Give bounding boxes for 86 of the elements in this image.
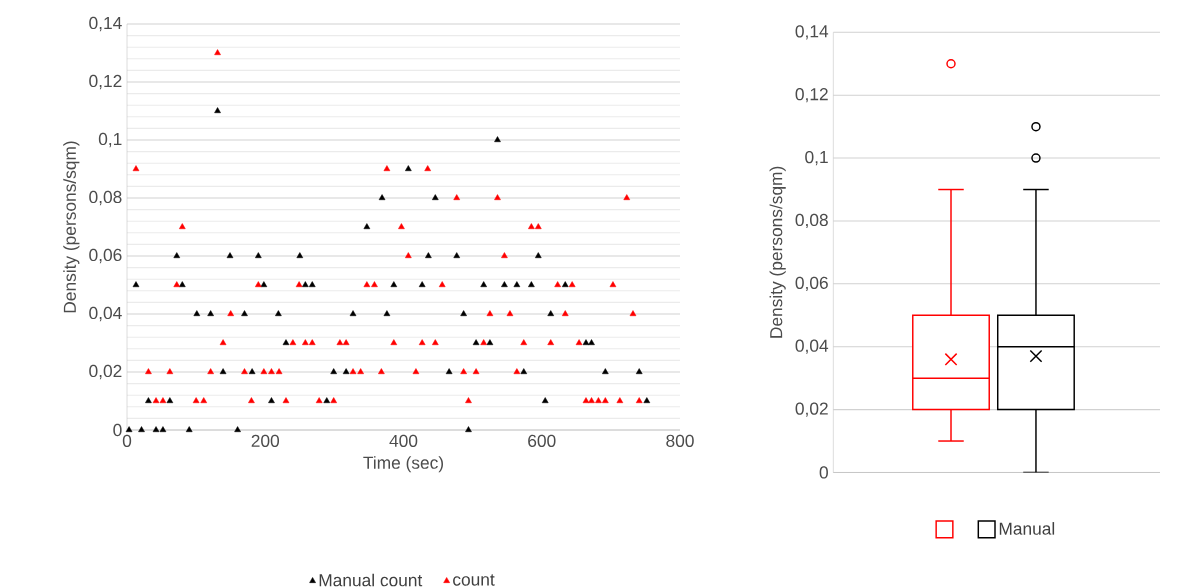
y-tick-label: 0,04 (795, 339, 829, 354)
y-tick-label: 0,14 (89, 16, 122, 32)
point (425, 252, 432, 259)
point (241, 310, 248, 316)
point (602, 368, 609, 375)
point (383, 310, 391, 316)
y-tick-label: 0,12 (795, 88, 828, 103)
x-tick-label: 600 (528, 434, 556, 447)
y-tick-label: 0,12 (89, 74, 122, 90)
point (219, 368, 227, 375)
point (260, 281, 268, 287)
point (460, 310, 467, 316)
point (302, 281, 309, 287)
point (226, 252, 234, 259)
point (363, 223, 371, 230)
point (561, 281, 569, 287)
point (643, 397, 651, 403)
y-tick-label: 0,02 (89, 364, 122, 380)
point (342, 368, 350, 375)
point (275, 310, 282, 316)
point (173, 252, 181, 259)
x-tick-label: 0 (122, 434, 132, 447)
legend-label: Manual (999, 522, 1055, 535)
x-tick-label: 400 (389, 434, 418, 447)
y-tick-label: 0,02 (795, 402, 828, 417)
legend-label: Manual count (319, 573, 423, 587)
point (330, 368, 337, 375)
y-tick-label: 0,14 (795, 25, 829, 40)
point (132, 281, 140, 287)
point (308, 281, 316, 287)
point (432, 194, 439, 200)
point (248, 368, 256, 375)
point (145, 397, 152, 403)
point (635, 368, 643, 375)
point (255, 252, 262, 259)
y-tick-label: 0,06 (89, 248, 122, 264)
point (349, 310, 357, 316)
point (472, 339, 480, 346)
legend-label: count (453, 574, 495, 586)
y-tick-label: 0,04 (89, 306, 122, 322)
point (296, 252, 304, 259)
y-tick-label: 0,08 (89, 190, 122, 206)
point (588, 339, 595, 346)
point (234, 426, 241, 432)
point (513, 281, 521, 287)
y-tick-label: 0 (113, 423, 122, 437)
point (185, 426, 193, 432)
y-axis-title: Density (persons/sqm) (769, 166, 786, 338)
point (323, 397, 331, 403)
point (159, 426, 167, 432)
point (445, 368, 453, 375)
x-axis-title: Time (sec) (363, 456, 444, 473)
point (405, 165, 412, 171)
point (152, 426, 160, 432)
y-tick-label: 0,06 (795, 276, 828, 291)
point (528, 281, 535, 287)
point (138, 426, 145, 432)
point (501, 281, 508, 287)
y-tick-label: 0,1 (805, 150, 828, 166)
point (268, 397, 275, 403)
point (453, 252, 460, 259)
y-axis-title: Density (persons/sqm) (63, 141, 80, 313)
point (179, 281, 186, 287)
y-tick-label: 0,1 (98, 132, 122, 148)
point (520, 368, 528, 375)
point (207, 310, 214, 316)
point (582, 339, 590, 346)
point (282, 339, 290, 346)
point (418, 281, 426, 287)
y-tick-label: 0 (819, 466, 828, 479)
point (214, 107, 221, 114)
point (541, 397, 549, 403)
point (480, 281, 487, 287)
point (378, 194, 386, 200)
point (547, 310, 555, 316)
point (166, 397, 174, 403)
point (125, 426, 133, 432)
point (486, 339, 494, 346)
point (193, 310, 201, 316)
y-tick-label: 0,08 (795, 213, 828, 229)
x-tick-label: 200 (251, 434, 280, 447)
point (535, 252, 542, 259)
point (390, 281, 398, 287)
point (494, 136, 501, 143)
x-tick-label: 800 (666, 434, 694, 447)
point (465, 426, 472, 432)
